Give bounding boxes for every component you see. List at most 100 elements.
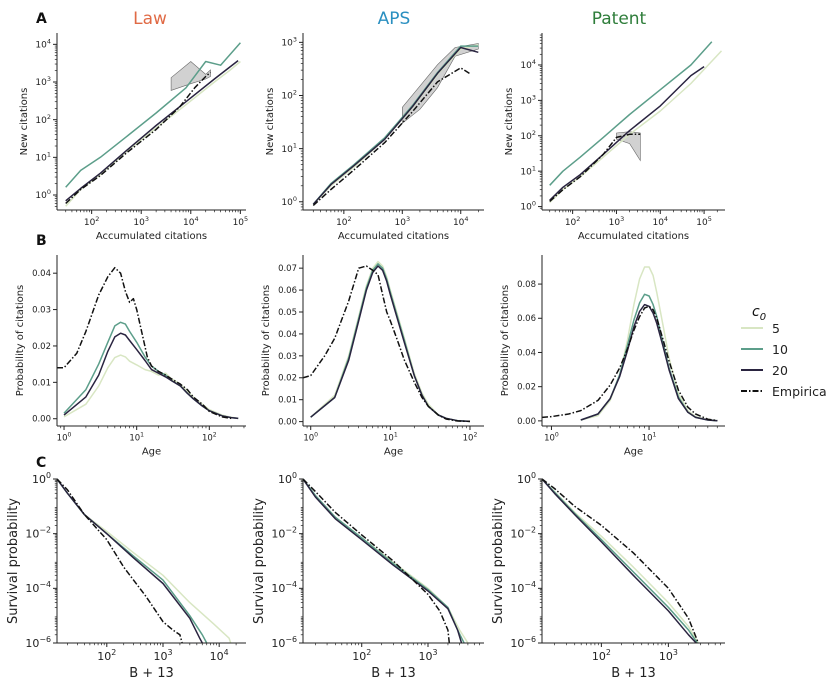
tick-label: 103 [133,215,149,228]
series-line-20 [63,332,239,420]
tick-label: 103 [35,75,51,88]
series-line-20 [312,46,479,205]
series-line-5 [57,478,232,643]
series-line-5 [65,60,241,207]
tick-label: 100 [517,471,536,486]
series-line-10 [63,321,239,420]
tick-label: 101 [129,432,144,444]
tick-label: 103 [153,648,172,663]
tick-label: 101 [520,164,536,177]
tick-label: 10−6 [510,635,536,650]
tick-label: 104 [35,37,51,50]
tick-label: 0.02 [278,374,297,384]
series-line-empirica [303,478,451,643]
tick-label: 0.06 [278,286,297,296]
tick-label: 103 [418,648,437,663]
y-axis-label: Probability of citations [500,285,511,397]
tick-label: 0.08 [517,280,536,290]
series-line-10 [65,42,241,188]
tick-label: 10−4 [510,580,536,595]
tick-label: 0.04 [32,269,51,279]
tick-label: 100 [303,432,318,444]
y-axis-label: Probability of citations [261,285,272,397]
series-line-empirica [312,67,472,207]
panel-a-patent: 102 103 104 105 100 101 102 103 104 Accumulated c… [504,33,725,242]
column-title-aps: APS [378,9,411,29]
x-axis-label: Accumulated citations [338,231,449,242]
series-line-5 [549,50,723,204]
legend-label: 10 [772,342,788,357]
x-axis-label: B + 13 [611,666,656,681]
panel-c-aps: 102 103 100 10−2 10−4 10−6 B + 13 Survival prob… [252,471,484,681]
tick-label: 102 [592,648,611,663]
row-label-a: A [36,11,47,27]
series-line-20 [542,478,697,643]
series-line-empirica [303,265,471,423]
x-axis-label: Accumulated citations [96,231,207,242]
tick-label: 0.02 [32,342,51,352]
panel-c-patent: 102 103 100 10−2 10−4 10−6 B + 13 Survival prob… [491,471,725,681]
y-axis-label: Survival probability [6,498,21,624]
tick-label: 103 [609,215,625,228]
tick-label: 10−2 [25,526,51,541]
tick-label: 104 [652,215,668,228]
tick-label: 103 [281,35,297,48]
tick-label: 100 [278,471,297,486]
tick-label: 100 [544,432,559,444]
column-title-law: Law [133,9,167,29]
x-axis-label: Age [384,447,403,458]
tick-label: 102 [35,113,51,126]
series-line-empirica [57,478,183,643]
tick-label: 104 [183,215,199,228]
tick-label: 102 [97,648,116,663]
tick-label: 0.07 [278,264,297,274]
y-axis-label: Survival probability [252,498,267,624]
tick-label: 0.00 [32,415,51,425]
x-axis-label: Age [624,447,643,458]
tick-label: 102 [202,432,217,444]
tick-label: 0.01 [32,378,51,388]
legend-title: c0 [752,304,766,323]
tick-label: 0.02 [517,383,536,393]
panel-a-aps: 102 103 104 100 101 102 103 Accumulated citatio… [265,33,484,242]
tick-label: 0.06 [517,314,536,324]
series-line-empirica [549,133,641,202]
series-line-10 [57,478,208,643]
series-line-empirica [65,71,211,204]
tick-label: 104 [453,215,469,228]
tick-label: 103 [395,215,411,228]
tick-label: 10−4 [25,580,51,595]
tick-label: 100 [57,432,72,444]
tick-label: 104 [210,648,229,663]
series-line-10 [303,478,465,643]
tick-label: 10−6 [271,635,297,650]
tick-label: 100 [520,200,536,213]
tick-label: 0.01 [278,396,297,406]
panel-c-law: 102 103 104 100 10−2 10−4 10−6 B + 13 Survival p… [6,471,246,681]
series-line-10 [542,478,698,643]
legend-label: 5 [772,321,780,336]
tick-label: 103 [520,93,536,106]
series-line-empirica [542,478,699,643]
y-axis-label: Probability of citations [15,285,26,397]
tick-label: 0.04 [278,330,297,340]
tick-label: 10−4 [271,580,297,595]
tick-label: 10−2 [510,526,536,541]
tick-label: 105 [233,215,249,228]
series-line-10 [580,293,718,422]
tick-label: 0.05 [278,308,297,318]
tick-label: 102 [352,648,371,663]
legend-item-10: 10 [741,342,788,357]
series-line-20 [580,303,718,422]
confidence-band [616,131,641,162]
confidence-band [402,43,479,124]
x-axis-label: Accumulated citations [578,231,689,242]
tick-label: 0.04 [517,348,536,358]
series-line-20 [57,478,203,643]
tick-label: 0.00 [278,418,297,428]
tick-label: 101 [642,432,657,444]
legend: c0 5 10 20 Empirica [741,304,827,399]
legend-item-empirica: Empirica [741,384,827,399]
tick-label: 102 [463,432,478,444]
x-axis-label: B + 13 [371,666,416,681]
